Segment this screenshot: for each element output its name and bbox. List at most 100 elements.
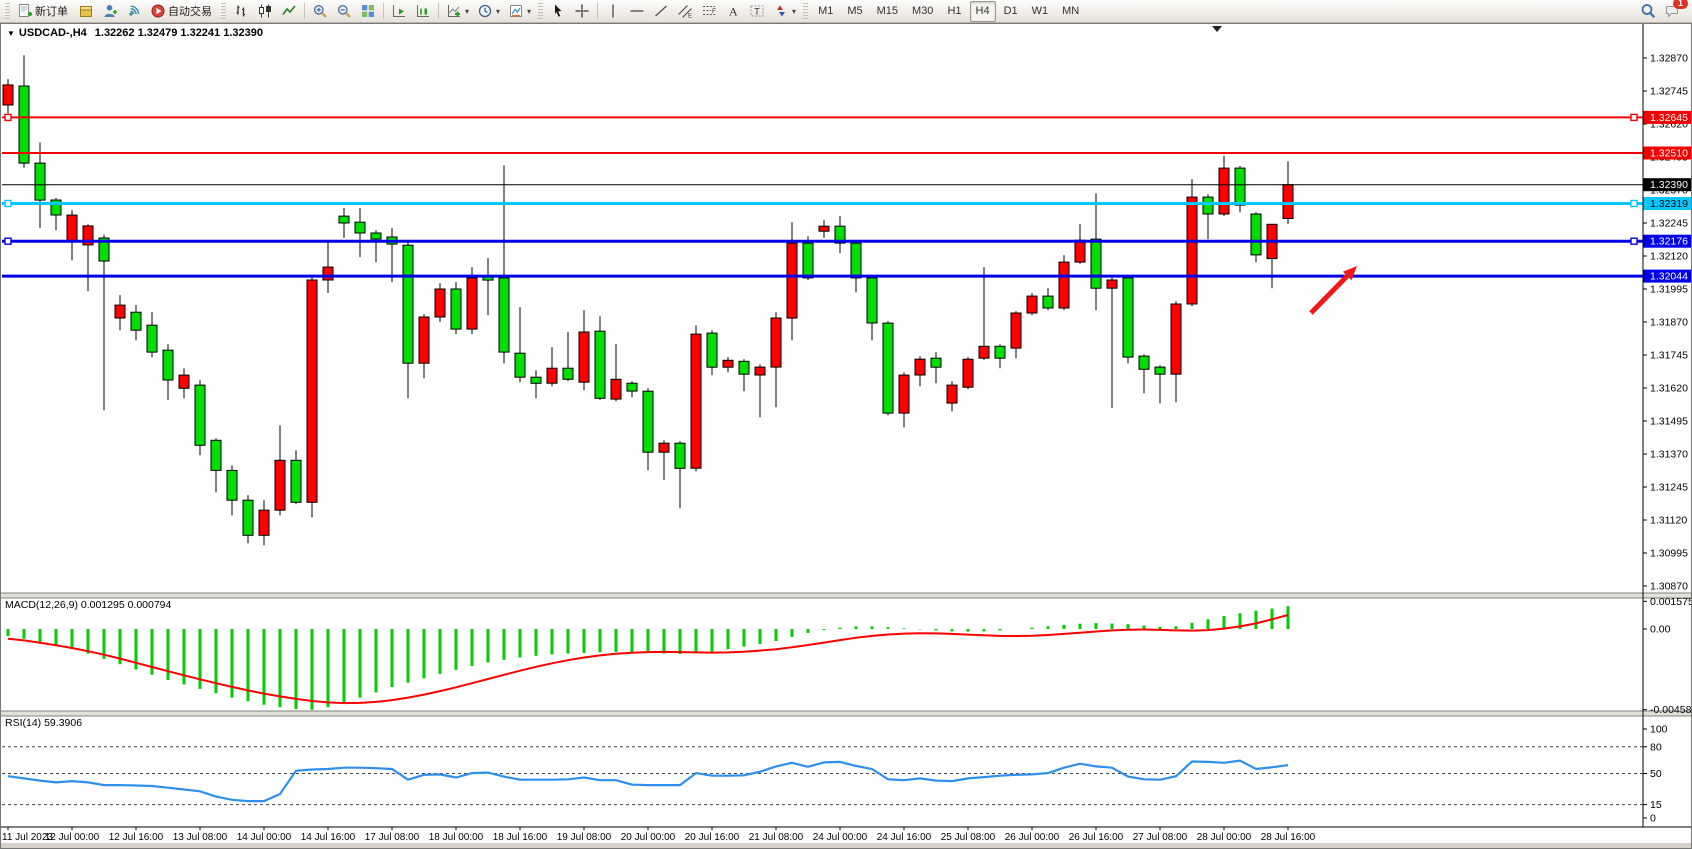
vline-button[interactable] <box>602 1 624 22</box>
svg-text:26 Jul 00:00: 26 Jul 00:00 <box>1005 832 1060 843</box>
line-handle[interactable] <box>1630 237 1638 245</box>
svg-text:1.32390: 1.32390 <box>1650 179 1688 191</box>
line-handle[interactable] <box>4 237 12 245</box>
label-button[interactable]: T <box>746 1 768 22</box>
line-handle[interactable] <box>4 199 12 208</box>
metaeditor-button[interactable] <box>75 1 97 22</box>
indicators-icon <box>448 5 460 17</box>
timeframe-mn-button[interactable]: MN <box>1062 5 1080 17</box>
labelT-icon: T <box>750 5 764 17</box>
price-axis-labels: 1.328701.327451.326201.324951.323701.322… <box>1643 53 1688 593</box>
svg-text:20 Jul 00:00: 20 Jul 00:00 <box>621 832 676 843</box>
svg-text:1.32120: 1.32120 <box>1650 251 1688 263</box>
line-chart-button[interactable] <box>278 1 300 22</box>
periods-button[interactable]: ▾ <box>474 1 503 22</box>
search-button[interactable] <box>1637 1 1659 22</box>
svg-text:12 Jul 16:00: 12 Jul 16:00 <box>109 832 164 843</box>
toolbar-separator <box>597 3 599 19</box>
text-button[interactable]: A <box>722 1 744 22</box>
zoom-out-button[interactable] <box>333 1 355 22</box>
toolbar-separator <box>304 3 305 19</box>
horizontal-level-lines[interactable] <box>2 113 1643 278</box>
svg-text:1.31245: 1.31245 <box>1650 482 1688 494</box>
autoscroll-icon <box>393 5 405 17</box>
svg-text:1.32870: 1.32870 <box>1650 53 1688 65</box>
arrows-button[interactable]: ▾ <box>770 1 799 22</box>
trend-icon <box>655 5 668 17</box>
notifications-button[interactable]: 1 <box>1661 0 1688 22</box>
channel-icon: E <box>678 5 692 19</box>
signals-button[interactable] <box>123 1 145 22</box>
timeframe-d1-button[interactable]: D1 <box>1003 5 1018 17</box>
timeframe-h4-button[interactable]: H4 <box>969 0 996 22</box>
tile-windows-button[interactable] <box>357 1 379 22</box>
svg-text:0.001575: 0.001575 <box>1650 596 1692 608</box>
fibo-button[interactable]: F <box>698 1 720 22</box>
timeframe-m15-button[interactable]: M15 <box>876 5 899 17</box>
svg-text:F: F <box>712 8 716 15</box>
timeframe-w1-button[interactable]: W1 <box>1031 5 1049 17</box>
cursor-button[interactable] <box>547 1 569 22</box>
dropdown-caret-icon[interactable]: ▾ <box>792 6 797 16</box>
svg-text:1.30870: 1.30870 <box>1650 581 1688 593</box>
crosshair-button[interactable] <box>571 1 593 22</box>
timeframe-m5-button[interactable]: M5 <box>847 5 863 17</box>
signal-icon <box>129 5 140 16</box>
toolbar-grip[interactable] <box>221 3 226 19</box>
svg-text:14 Jul 00:00: 14 Jul 00:00 <box>237 832 292 843</box>
indicators-button[interactable]: ▾ <box>443 1 472 22</box>
chart-window[interactable]: 1.328701.327451.326201.324951.323701.322… <box>0 23 1692 849</box>
panel-separator[interactable] <box>0 593 1692 598</box>
line-handle[interactable] <box>1630 199 1638 208</box>
zoom-in-button[interactable] <box>309 1 331 22</box>
svg-text:26 Jul 16:00: 26 Jul 16:00 <box>1069 832 1124 843</box>
templates-button[interactable]: ▾ <box>505 1 534 22</box>
svg-text:1.32245: 1.32245 <box>1650 218 1688 230</box>
svg-text:T: T <box>754 7 760 17</box>
autotrading-button-label: 自动交易 <box>168 6 212 18</box>
line-handle[interactable] <box>4 113 12 122</box>
new-order-button[interactable]: 新订单 <box>14 1 73 22</box>
dropdown-caret-icon[interactable]: ▾ <box>496 6 501 16</box>
channel-button[interactable]: E <box>674 1 696 22</box>
dropdown-caret-icon[interactable]: ▾ <box>465 6 470 16</box>
chart-shift-button[interactable] <box>412 1 434 22</box>
annotation-arrow[interactable] <box>1309 266 1357 315</box>
hline-button[interactable] <box>626 1 648 22</box>
zoomin-icon <box>313 4 327 18</box>
toolbar: 新订单 自动交易 ▾ ▾ ▾ E F A T ▾ M1 M5 M15 M30 H1 H4 D1 W1 MN 1 <box>0 0 1692 23</box>
toolbar-grip[interactable] <box>803 3 809 19</box>
trendline-button[interactable] <box>650 1 672 22</box>
svg-text:1.32745: 1.32745 <box>1650 86 1688 98</box>
autotrading-button[interactable]: 自动交易 <box>147 1 217 22</box>
profiles-button[interactable] <box>99 1 121 22</box>
fibo-icon: F <box>703 6 716 15</box>
dropdown-caret-icon[interactable]: ▾ <box>527 6 532 16</box>
svg-text:1.32510: 1.32510 <box>1650 148 1688 160</box>
hline-icon <box>630 10 644 12</box>
svg-text:0: 0 <box>1650 813 1656 825</box>
timeframe-h1-button[interactable]: H1 <box>947 5 962 17</box>
template-icon <box>510 5 523 17</box>
auto-scroll-button[interactable] <box>388 1 410 22</box>
svg-text:13 Jul 08:00: 13 Jul 08:00 <box>173 832 228 843</box>
timeframe-m30-button[interactable]: M30 <box>912 5 934 17</box>
chart-canvas[interactable]: 1.328701.327451.326201.324951.323701.322… <box>0 23 1692 849</box>
chart-background[interactable] <box>0 23 1692 849</box>
macd-panel: 0.001575 0.00 -0.004588 <box>6 596 1692 716</box>
timeframe-m1-button[interactable]: M1 <box>818 5 834 17</box>
macd-signal-line <box>7 614 1289 705</box>
candle-chart-button[interactable] <box>254 1 276 22</box>
svg-text:25 Jul 08:00: 25 Jul 08:00 <box>941 832 996 843</box>
panel-separator[interactable] <box>0 711 1692 716</box>
svg-text:50: 50 <box>1650 768 1662 780</box>
toolbar-grip[interactable] <box>538 3 544 19</box>
chart-shift-marker[interactable] <box>1212 26 1222 32</box>
svg-text:80: 80 <box>1650 741 1662 753</box>
tile-icon <box>362 5 374 17</box>
line-handle[interactable] <box>1630 113 1638 122</box>
bar-chart-button[interactable] <box>230 1 252 22</box>
toolbar-grip[interactable] <box>5 3 10 19</box>
